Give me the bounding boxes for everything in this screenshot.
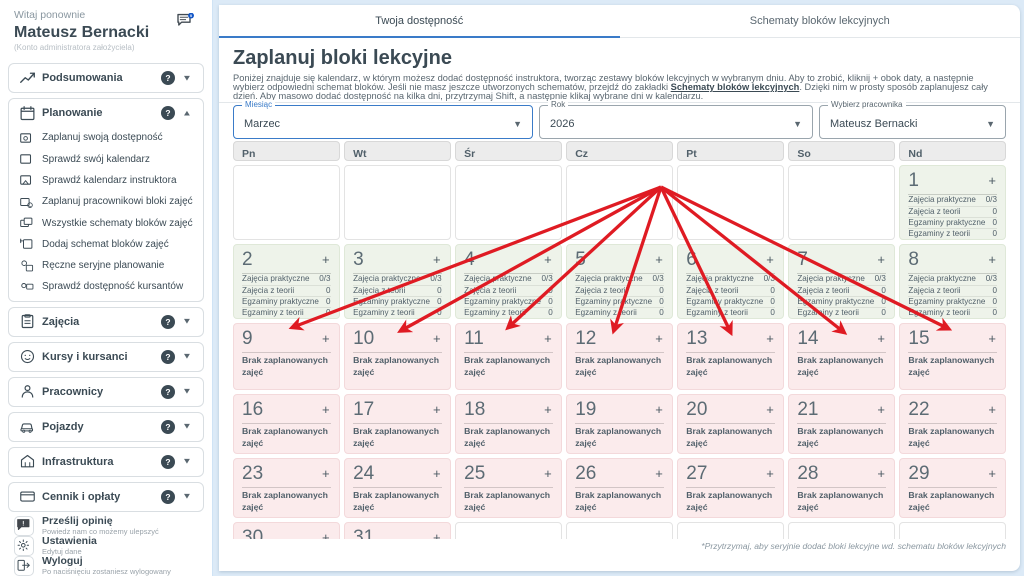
svg-text:0: 0 <box>190 14 192 18</box>
